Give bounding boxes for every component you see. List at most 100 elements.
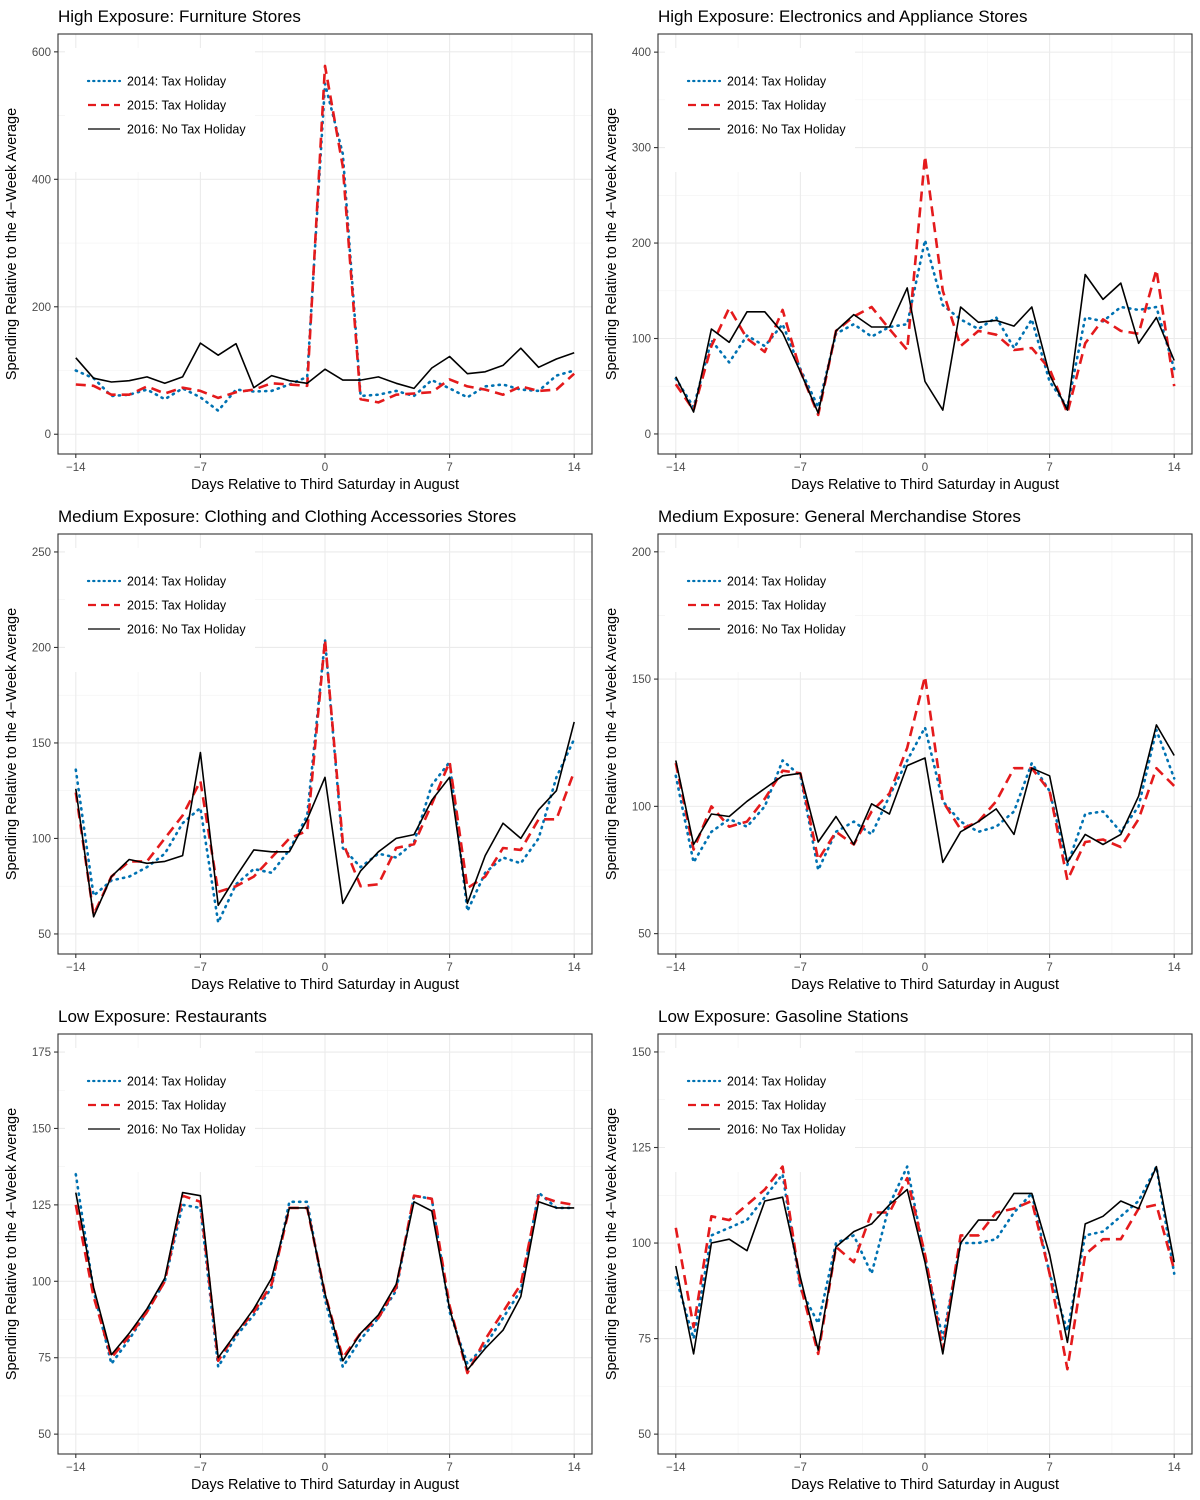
y-tick-label: 0 <box>45 429 51 441</box>
x-tick-label: −7 <box>194 462 207 474</box>
y-tick-label: 150 <box>32 1123 51 1135</box>
series-line-2016 <box>675 273 1175 414</box>
y-tick-label: 300 <box>632 143 651 155</box>
x-tick-label: −14 <box>666 462 686 474</box>
x-tick-label: 0 <box>922 462 928 474</box>
series-line-2015 <box>674 675 1176 882</box>
legend-label: 2014: Tax Holiday <box>127 75 227 89</box>
legend-label: 2014: Tax Holiday <box>727 575 827 589</box>
x-tick-label: −7 <box>194 962 207 974</box>
y-tick-label: 100 <box>632 801 651 813</box>
chart-title: High Exposure: Electronics and Appliance… <box>658 7 1027 26</box>
legend-label: 2016: No Tax Holiday <box>727 623 846 637</box>
x-tick-label: 0 <box>922 1462 928 1474</box>
x-tick-label: 7 <box>446 1462 452 1474</box>
legend-label: 2016: No Tax Holiday <box>127 623 246 637</box>
y-axis-title: Spending Relative to the 4−Week Average <box>604 608 620 880</box>
legend-label: 2015: Tax Holiday <box>727 1099 827 1113</box>
y-axis-title: Spending Relative to the 4−Week Average <box>4 108 20 380</box>
legend-label: 2014: Tax Holiday <box>727 1075 827 1089</box>
y-tick-label: 100 <box>32 833 51 845</box>
x-tick-label: −7 <box>194 1462 207 1474</box>
chart-panel: 2014: Tax Holiday 2015: Tax Holiday 2016: … <box>604 7 1193 493</box>
chart-panel: 2014: Tax Holiday 2015: Tax Holiday 2016: … <box>604 507 1193 993</box>
chart-title: Low Exposure: Restaurants <box>58 1007 267 1026</box>
legend-label: 2014: Tax Holiday <box>127 575 227 589</box>
y-tick-label: 50 <box>38 929 51 941</box>
y-tick-label: 50 <box>638 929 651 941</box>
y-tick-label: 75 <box>38 1353 51 1365</box>
x-tick-label: 14 <box>1168 1462 1181 1474</box>
y-tick-label: 50 <box>638 1429 651 1441</box>
legend-background <box>65 1048 255 1172</box>
x-tick-label: 0 <box>922 962 928 974</box>
x-tick-label: −7 <box>794 962 807 974</box>
series-line-2014 <box>674 1165 1176 1340</box>
chart-panel: 2014: Tax Holiday 2015: Tax Holiday 2016: … <box>604 1007 1193 1493</box>
x-tick-label: 7 <box>446 462 452 474</box>
series-line-2015 <box>74 638 576 917</box>
legend-background <box>665 1048 855 1172</box>
legend-label: 2016: No Tax Holiday <box>727 123 846 137</box>
y-tick-label: 150 <box>32 738 51 750</box>
legend: 2014: Tax Holiday 2015: Tax Holiday 2016: … <box>65 48 255 172</box>
series-line-2014 <box>74 1173 576 1369</box>
y-tick-label: 125 <box>32 1200 51 1212</box>
chart-panel: 2014: Tax Holiday 2015: Tax Holiday 2016: … <box>4 507 593 993</box>
y-tick-label: 200 <box>632 547 651 559</box>
x-axis-title: Days Relative to Third Saturday in Augus… <box>791 977 1059 993</box>
y-tick-label: 400 <box>632 47 651 59</box>
x-tick-label: −14 <box>66 962 86 974</box>
series-line-2016 <box>75 342 575 390</box>
chart-title: Medium Exposure: Clothing and Clothing A… <box>58 507 516 526</box>
y-tick-label: 200 <box>32 642 51 654</box>
legend-label: 2015: Tax Holiday <box>127 1099 227 1113</box>
series-line-2015 <box>674 1165 1176 1371</box>
y-tick-label: 50 <box>38 1429 51 1441</box>
x-tick-label: 14 <box>568 462 581 474</box>
legend-label: 2014: Tax Holiday <box>127 1075 227 1089</box>
x-tick-label: 0 <box>322 1462 328 1474</box>
x-tick-label: 7 <box>1046 962 1052 974</box>
y-tick-label: 100 <box>632 1238 651 1250</box>
legend-label: 2014: Tax Holiday <box>727 75 827 89</box>
x-tick-label: 14 <box>1168 462 1181 474</box>
y-tick-label: 175 <box>32 1047 51 1059</box>
x-tick-label: −14 <box>66 1462 86 1474</box>
chart-panel: 2014: Tax Holiday 2015: Tax Holiday 2016: … <box>4 7 593 493</box>
x-tick-label: 7 <box>1046 462 1052 474</box>
legend: 2014: Tax Holiday 2015: Tax Holiday 2016: … <box>65 1048 255 1172</box>
series-line-2016 <box>75 1191 575 1371</box>
x-tick-label: 14 <box>1168 962 1181 974</box>
legend: 2014: Tax Holiday 2015: Tax Holiday 2016: … <box>65 548 255 672</box>
y-tick-label: 200 <box>632 238 651 250</box>
x-axis-title: Days Relative to Third Saturday in Augus… <box>191 977 459 993</box>
chart-title: Low Exposure: Gasoline Stations <box>658 1007 908 1026</box>
x-axis-title: Days Relative to Third Saturday in Augus… <box>791 1477 1059 1493</box>
x-axis-title: Days Relative to Third Saturday in Augus… <box>191 1477 459 1493</box>
x-tick-label: 7 <box>446 962 452 974</box>
legend: 2014: Tax Holiday 2015: Tax Holiday 2016: … <box>665 48 855 172</box>
y-tick-label: 75 <box>638 1334 651 1346</box>
y-axis-title: Spending Relative to the 4−Week Average <box>604 1108 620 1380</box>
legend: 2014: Tax Holiday 2015: Tax Holiday 2016: … <box>665 548 855 672</box>
series-line-2016 <box>75 721 575 918</box>
series-line-2016 <box>675 1165 1175 1355</box>
series-line-2014 <box>674 238 1176 409</box>
y-tick-label: 250 <box>32 547 51 559</box>
x-axis-title: Days Relative to Third Saturday in Augus… <box>791 477 1059 493</box>
legend-label: 2015: Tax Holiday <box>727 99 827 113</box>
x-tick-label: −7 <box>794 462 807 474</box>
legend-label: 2015: Tax Holiday <box>127 99 227 113</box>
legend-label: 2015: Tax Holiday <box>127 599 227 613</box>
series-line-2014 <box>674 726 1176 872</box>
x-tick-label: 14 <box>568 962 581 974</box>
y-tick-label: 100 <box>632 334 651 346</box>
y-tick-label: 150 <box>632 1047 651 1059</box>
x-tick-label: 14 <box>568 1462 581 1474</box>
x-tick-label: 0 <box>322 962 328 974</box>
legend: 2014: Tax Holiday 2015: Tax Holiday 2016: … <box>665 1048 855 1172</box>
chart-title: High Exposure: Furniture Stores <box>58 7 301 26</box>
legend-background <box>665 48 855 172</box>
x-tick-label: −14 <box>666 962 686 974</box>
